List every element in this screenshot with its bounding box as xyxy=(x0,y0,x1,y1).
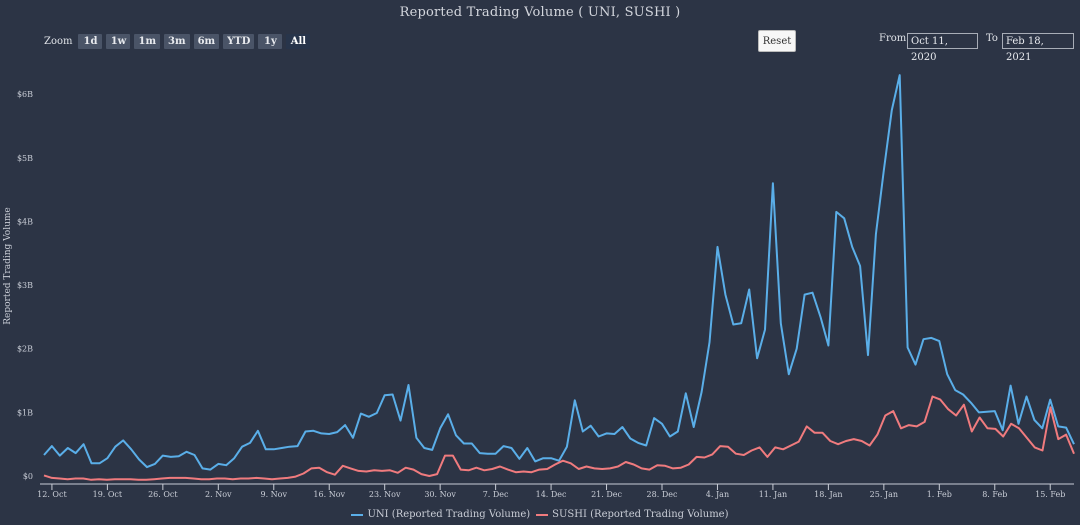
x-tick-label: 30. Nov xyxy=(424,490,456,499)
y-tick-label: $6B xyxy=(17,90,33,99)
x-tick-label: 21. Dec xyxy=(591,490,622,499)
y-tick-label: $3B xyxy=(17,281,33,290)
legend-line-icon-uni xyxy=(351,513,364,516)
range-from-input[interactable]: Oct 11, 2020 xyxy=(907,33,978,63)
zoom-all-button[interactable]: All xyxy=(286,34,311,49)
legend-line-icon-sushi xyxy=(536,513,549,516)
x-tick-label: 8. Feb xyxy=(982,490,1007,499)
x-tick-label: 12. Oct xyxy=(37,490,67,499)
chart-title: Reported Trading Volume ( UNI, SUSHI ) xyxy=(399,5,681,20)
x-tick-label: 16. Nov xyxy=(313,490,345,499)
legend-item-uni[interactable]: UNI (Reported Trading Volume) xyxy=(351,509,530,520)
x-tick-label: 15. Feb xyxy=(1035,490,1065,499)
zoom-6m-button[interactable]: 6m xyxy=(193,34,220,49)
zoom-3m-button[interactable]: 3m xyxy=(164,34,190,49)
uni-series-line[interactable] xyxy=(43,74,1075,471)
x-tick-label: 4. Jan xyxy=(706,490,729,499)
legend-item-sushi[interactable]: SUSHI (Reported Trading Volume) xyxy=(536,509,729,520)
y-tick-label: $5B xyxy=(17,154,33,163)
range-to-input[interactable]: Feb 18, 2021 xyxy=(1002,33,1074,63)
chart-legend: UNI (Reported Trading Volume) SUSHI (Rep… xyxy=(0,509,1080,520)
x-tick-label: 2. Nov xyxy=(205,490,232,499)
legend-label-uni: UNI (Reported Trading Volume) xyxy=(367,509,531,520)
x-tick-label: 19. Oct xyxy=(93,490,123,499)
zoom-controls: Zoom 1d 1w 1m 3m 6m YTD 1y All xyxy=(44,34,311,49)
range-to-label: To xyxy=(986,33,998,44)
range-from-label: From xyxy=(879,33,907,44)
x-tick-label: 7. Dec xyxy=(483,490,509,499)
y-axis-title: Reported Trading Volume xyxy=(3,207,13,325)
zoom-label: Zoom xyxy=(44,36,73,47)
reset-zoom-button[interactable]: Reset xyxy=(758,30,796,52)
x-tick-label: 25. Jan xyxy=(870,490,898,499)
zoom-1d-button[interactable]: 1d xyxy=(78,34,103,49)
legend-label-sushi: SUSHI (Reported Trading Volume) xyxy=(552,509,729,520)
x-tick-label: 9. Nov xyxy=(261,490,288,499)
x-tick-label: 26. Oct xyxy=(148,490,178,499)
x-tick-label: 11. Jan xyxy=(759,490,787,499)
x-tick-label: 1. Feb xyxy=(927,490,952,499)
zoom-1m-button[interactable]: 1m xyxy=(134,34,161,49)
zoom-1w-button[interactable]: 1w xyxy=(106,34,131,49)
zoom-1y-button[interactable]: 1y xyxy=(258,34,283,49)
sushi-series-line[interactable] xyxy=(43,395,1075,481)
zoom-ytd-button[interactable]: YTD xyxy=(223,34,255,49)
y-tick-label: $4B xyxy=(17,217,33,226)
x-tick-label: 14. Dec xyxy=(536,490,567,499)
y-tick-label: $1B xyxy=(17,408,33,417)
x-tick-label: 28. Dec xyxy=(647,490,678,499)
x-tick-label: 18. Jan xyxy=(814,490,842,499)
y-tick-label: $0 xyxy=(23,472,33,481)
y-tick-label: $2B xyxy=(17,345,33,354)
x-tick-label: 23. Nov xyxy=(369,490,401,499)
